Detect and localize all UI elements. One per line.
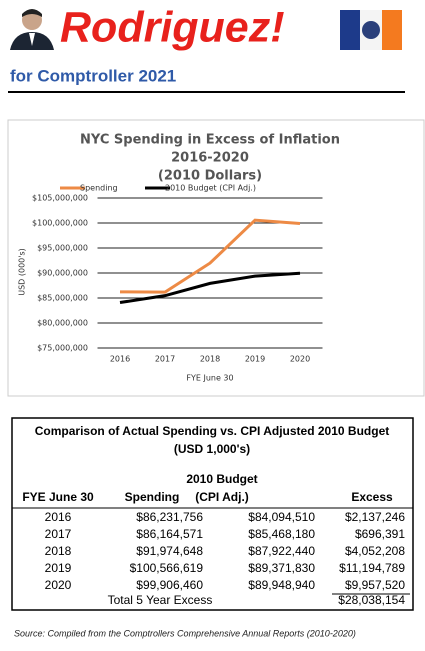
cell: $86,164,571 (136, 527, 203, 541)
legend-label: 2010 Budget (CPI Adj.) (165, 184, 256, 193)
cell: 2019 (45, 561, 72, 575)
y-tick-label: $90,000,000 (37, 269, 88, 278)
y-tick-label: $95,000,000 (37, 244, 88, 253)
source: Source: Compiled from the Comptrollers C… (14, 628, 356, 638)
table-title: Comparison of Actual Spending vs. CPI Ad… (35, 424, 390, 438)
y-tick-label: $75,000,000 (37, 344, 88, 353)
x-tick-label: 2016 (110, 355, 130, 364)
series-line (119, 218, 301, 294)
total-label: Total 5 Year Excess (108, 593, 213, 607)
column-header: Excess (351, 490, 393, 504)
cell: 2017 (45, 527, 72, 541)
x-tick-label: 2017 (155, 355, 175, 364)
cell: $84,094,510 (248, 510, 315, 524)
flag (340, 10, 402, 50)
cell: 2018 (45, 544, 72, 558)
table: Comparison of Actual Spending vs. CPI Ad… (12, 424, 413, 607)
cell: 2020 (45, 578, 72, 592)
cell: $91,974,648 (136, 544, 203, 558)
cell: 2016 (45, 510, 72, 524)
cell: $85,468,180 (248, 527, 315, 541)
chart-title: 2016-2020 (171, 151, 249, 166)
cell: $100,566,619 (130, 561, 204, 575)
y-tick-label: $80,000,000 (37, 319, 88, 328)
x-tick-label: 2018 (200, 355, 220, 364)
photo (8, 6, 56, 50)
headline: Rodriguez! (60, 3, 285, 51)
chart-title: NYC Spending in Excess of Inflation (80, 133, 340, 148)
total-value: $28,038,154 (338, 593, 405, 607)
cell: $4,052,208 (345, 544, 405, 558)
cell: $89,948,940 (248, 578, 315, 592)
table-frame (11, 417, 414, 611)
chart-title: (2010 Dollars) (158, 169, 262, 184)
cell: $696,391 (355, 527, 405, 541)
series-line (119, 271, 301, 305)
column-header: (CPI Adj.) (195, 490, 249, 504)
column-header: Spending (125, 490, 180, 504)
subheadline: for Comptroller 2021 (10, 66, 176, 85)
x-tick-label: 2020 (290, 355, 310, 364)
chart-frame (7, 119, 425, 397)
cell: $87,922,440 (248, 544, 315, 558)
column-header: 2010 Budget (186, 472, 257, 486)
y-axis-label: USD (000's) (18, 248, 27, 296)
cell: $9,957,520 (345, 578, 405, 592)
x-axis-label: FYE June 30 (186, 374, 233, 383)
legend-label: Spending (80, 184, 118, 193)
cell: $86,231,756 (136, 510, 203, 524)
cell: $89,371,830 (248, 561, 315, 575)
cell: $11,194,789 (339, 561, 405, 575)
y-tick-label: $85,000,000 (37, 294, 88, 303)
y-tick-label: $105,000,000 (32, 194, 88, 203)
chart: NYC Spending in Excess of Inflation 2016-… (18, 133, 340, 383)
cell: $2,137,246 (345, 510, 405, 524)
y-tick-label: $100,000,000 (32, 219, 88, 228)
table-title: (USD 1,000's) (174, 442, 250, 456)
column-header: FYE June 30 (22, 490, 94, 504)
cell: $99,906,460 (136, 578, 203, 592)
x-tick-label: 2019 (245, 355, 265, 364)
